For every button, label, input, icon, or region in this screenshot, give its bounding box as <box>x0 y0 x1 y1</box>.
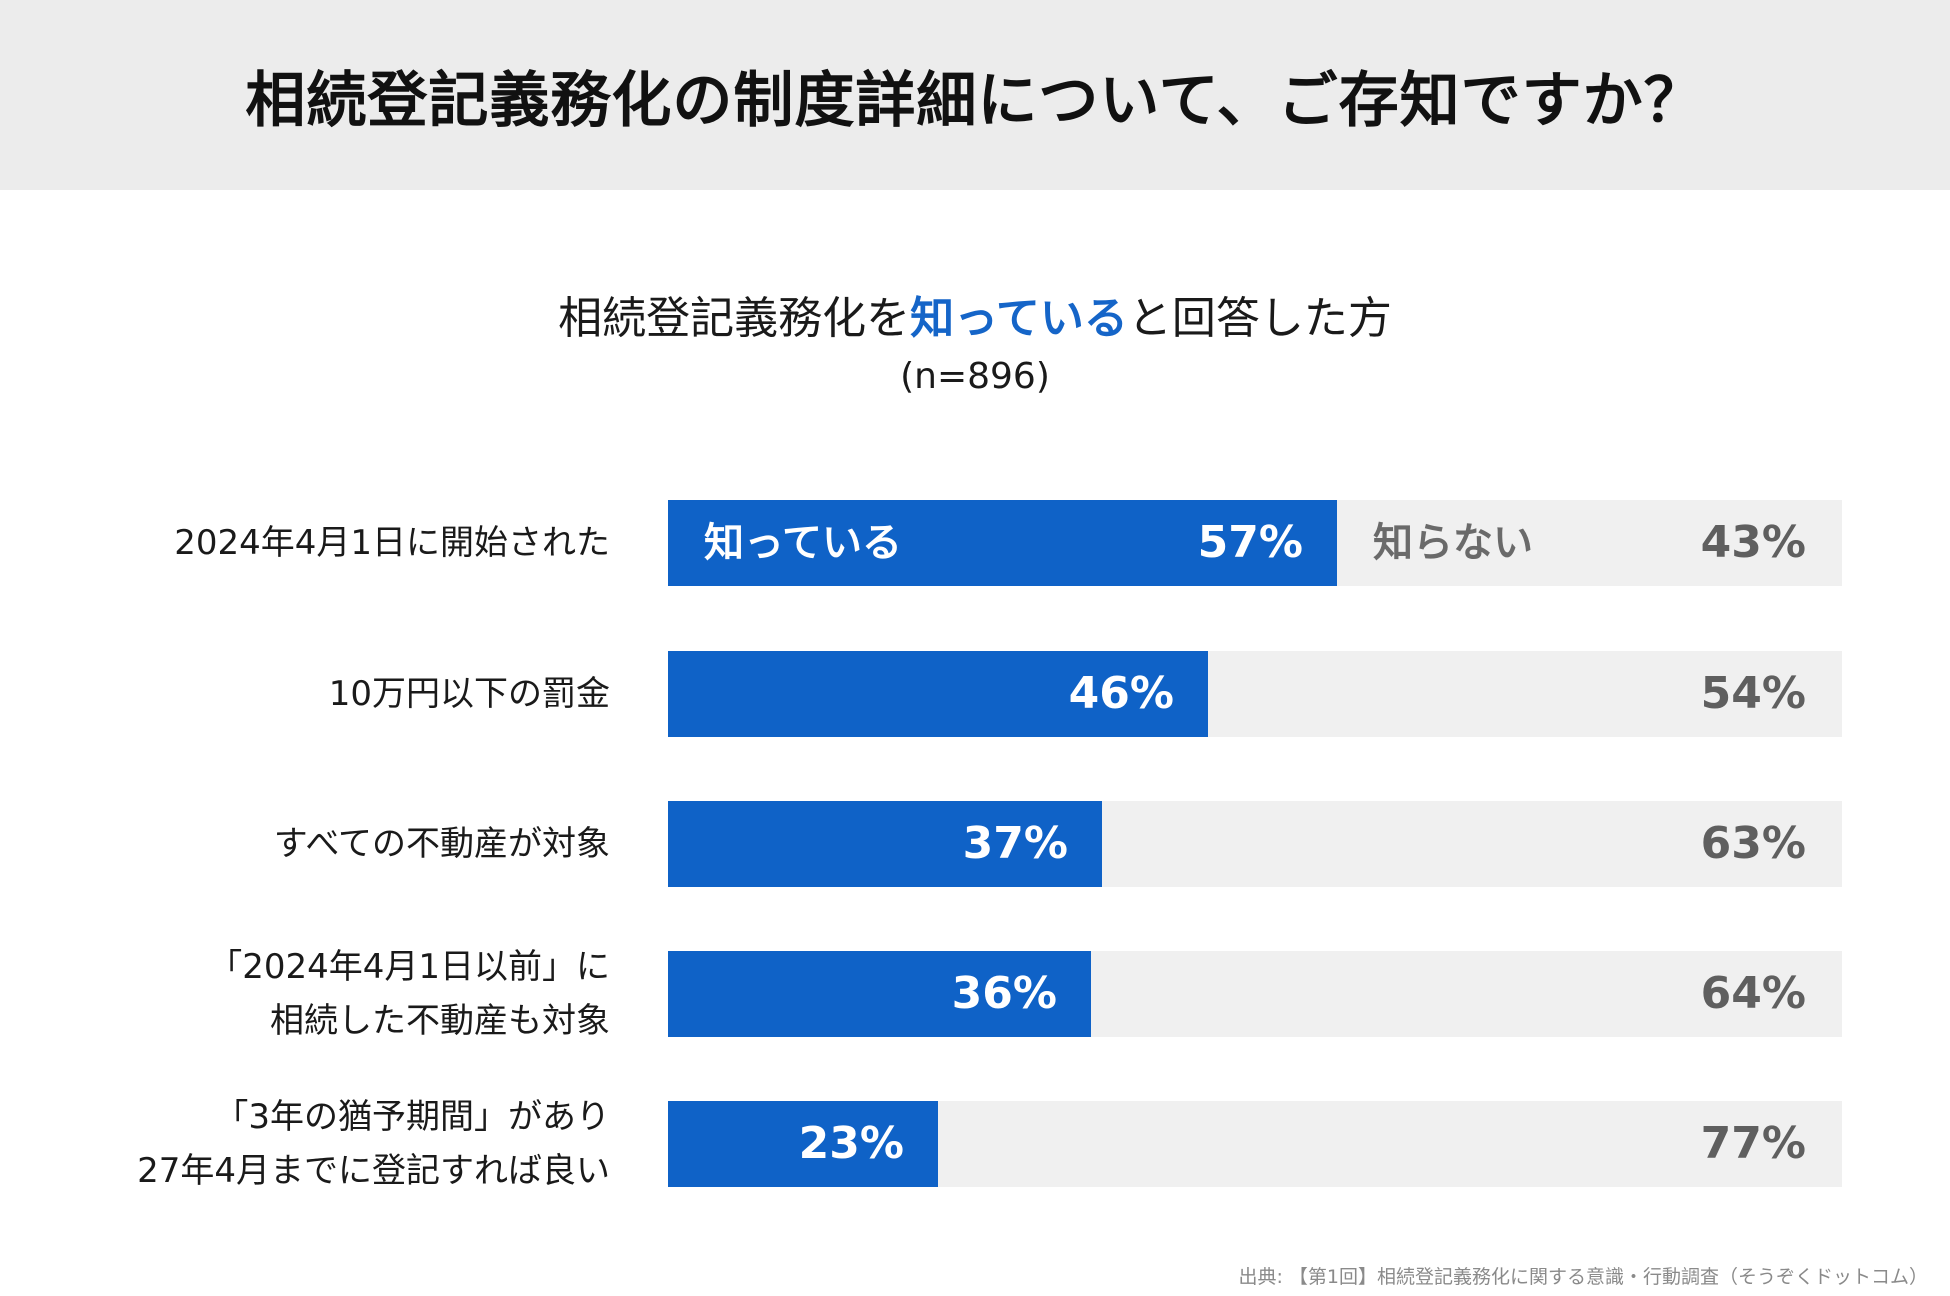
row-label-line: すべての不動産が対象 <box>273 824 610 864</box>
legend-known: 知っている <box>704 520 902 566</box>
subtitle-suffix: と回答した方 <box>1127 293 1392 344</box>
bar-unknown: 36% 64% <box>668 951 1842 1037</box>
row-label-line: 相続した不動産も対象 <box>270 1001 610 1041</box>
row-label: 10万円以下の罰金 <box>60 667 610 721</box>
chart-subtitle: 相続登記義務化を知っていると回答した方 <box>0 282 1950 346</box>
value-label-known: 57% <box>1197 517 1303 568</box>
source-note: 出典: 【第1回】相続登記義務化に関する意識・行動調査（そうぞくドットコム） <box>1238 1266 1928 1288</box>
value-label-unknown: 54% <box>1700 668 1806 719</box>
row-label-line: 2024年4月1日に開始された <box>174 523 610 563</box>
sample-size: (n=896) <box>900 356 1050 397</box>
value-label-known: 36% <box>951 968 1057 1019</box>
bar-known <box>668 1101 938 1187</box>
value-label-known: 23% <box>798 1118 904 1169</box>
value-label-known: 37% <box>962 818 1068 869</box>
value-label-unknown: 43% <box>1700 517 1806 568</box>
row-label: すべての不動産が対象 <box>60 817 610 871</box>
subtitle-highlight: 知っている <box>910 293 1128 344</box>
row-label: 「3年の猶予期間」があり 27年4月までに登記すれば良い <box>60 1090 610 1198</box>
value-label-unknown: 64% <box>1700 968 1806 1019</box>
bar-known <box>668 951 1091 1037</box>
value-label-unknown: 77% <box>1700 1118 1806 1169</box>
bar-known <box>668 651 1208 737</box>
row-label-line: 「3年の猶予期間」があり <box>214 1097 610 1137</box>
row-label: 2024年4月1日に開始された <box>60 516 610 570</box>
subtitle-prefix: 相続登記義務化を <box>558 293 911 344</box>
value-label-unknown: 63% <box>1700 818 1806 869</box>
row-label-line: 10万円以下の罰金 <box>328 674 610 714</box>
bar-unknown: 23% 77% <box>668 1101 1842 1187</box>
value-label-known: 46% <box>1068 668 1174 719</box>
bar-unknown: 57% 43% 知っている 知らない <box>668 500 1842 586</box>
bar-unknown: 46% 54% <box>668 651 1842 737</box>
page-title: 相続登記義務化の制度詳細について、ご存知ですか？ <box>245 66 1705 136</box>
header-banner: 相続登記義務化の制度詳細について、ご存知ですか？ <box>0 0 1950 190</box>
bar-unknown: 37% 63% <box>668 801 1842 887</box>
row-label: 「2024年4月1日以前」に相続した不動産も対象 <box>60 940 610 1048</box>
legend-unknown: 知らない <box>1373 520 1533 566</box>
bar-known <box>668 801 1102 887</box>
bar-known <box>668 500 1337 586</box>
row-label-line: 27年4月までに登記すれば良い <box>137 1151 610 1191</box>
row-label-line: 「2024年4月1日以前」に <box>208 947 610 987</box>
